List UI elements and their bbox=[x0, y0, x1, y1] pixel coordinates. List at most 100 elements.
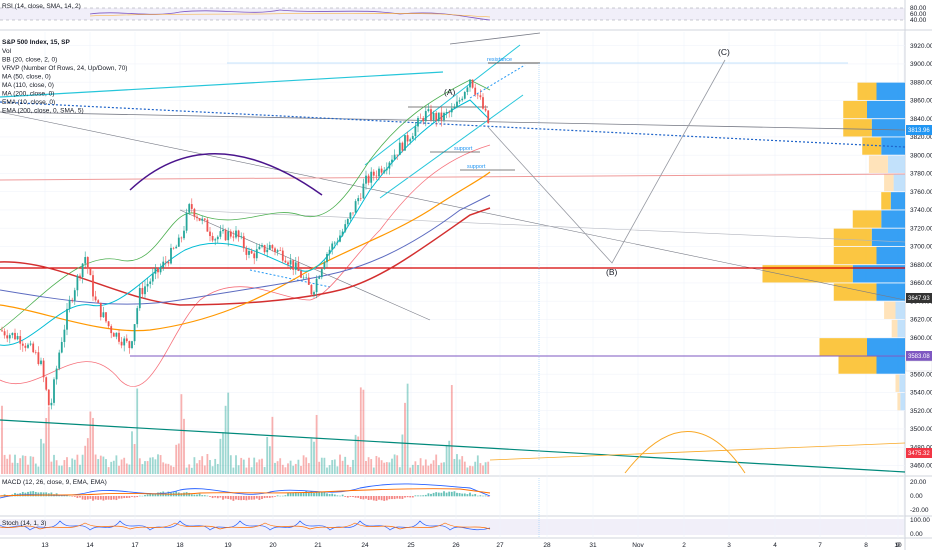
macd-hist-bar bbox=[136, 496, 139, 498]
macd-hist-bar bbox=[3, 494, 6, 497]
candle-body bbox=[154, 268, 157, 274]
macd-hist-bar bbox=[99, 496, 102, 500]
volume-bar bbox=[476, 455, 479, 474]
candle-body bbox=[445, 112, 448, 113]
volume-bar bbox=[24, 455, 27, 474]
time-tick-label: 18 bbox=[176, 542, 184, 549]
volume-bar bbox=[237, 465, 240, 474]
time-tick-label: 20 bbox=[269, 542, 277, 549]
volume-bar bbox=[393, 454, 396, 474]
rsi-tick-label: 80.00 bbox=[910, 5, 927, 12]
profile-sell-bar bbox=[871, 119, 905, 137]
volume-bar bbox=[120, 459, 123, 474]
macd-hist-bar bbox=[73, 496, 76, 497]
volume-bar bbox=[463, 461, 466, 474]
drawings bbox=[0, 32, 906, 538]
profile-sell-bar bbox=[871, 228, 905, 246]
macd-hist-bar bbox=[463, 493, 466, 497]
volume-bar bbox=[235, 455, 237, 474]
volume-bar bbox=[45, 418, 48, 474]
price-tick-label: 3700.00 bbox=[910, 244, 932, 251]
volume-bar bbox=[86, 438, 89, 474]
price-tick-label: 3860.00 bbox=[910, 98, 932, 105]
macd-legend: MACD (12, 26, close, 9, EMA, EMA) bbox=[2, 479, 107, 486]
candle-body bbox=[102, 312, 105, 318]
candle-body bbox=[341, 231, 344, 236]
price-tick-label: 3680.00 bbox=[910, 262, 932, 269]
volume-profile bbox=[762, 82, 905, 411]
price-tag-box bbox=[906, 293, 932, 303]
profile-buy-bar bbox=[833, 228, 872, 246]
volume-bar bbox=[388, 462, 391, 474]
price-tick-label: 3480.00 bbox=[910, 444, 932, 451]
macd-hist-bar bbox=[349, 496, 352, 497]
macd-hist-bar bbox=[313, 493, 315, 497]
resistance-note: resistance bbox=[487, 57, 512, 63]
volume-bar bbox=[84, 445, 87, 474]
macd-hist-bar bbox=[404, 496, 406, 498]
candle-body bbox=[92, 275, 94, 297]
candle-body bbox=[211, 235, 214, 241]
candle-body bbox=[388, 162, 391, 169]
candle-body bbox=[73, 290, 76, 301]
macd-hist-bar bbox=[81, 496, 84, 500]
candle-body bbox=[196, 216, 198, 219]
macd-hist-bar bbox=[424, 494, 427, 497]
candle-body bbox=[375, 175, 378, 177]
candle-body bbox=[11, 332, 14, 336]
volume-bar bbox=[68, 467, 71, 474]
macd-hist-bar bbox=[409, 496, 412, 498]
macd-hist-bar bbox=[157, 492, 159, 497]
macd-hist-bar bbox=[305, 491, 308, 497]
macd-hist-bar bbox=[331, 493, 334, 497]
stoch-d bbox=[0, 522, 491, 530]
price-tick-label: 3500.00 bbox=[910, 426, 932, 433]
volume-bar bbox=[378, 457, 380, 474]
macd-hist-bar bbox=[281, 495, 284, 497]
macd-hist-bar bbox=[427, 493, 430, 497]
candle-body bbox=[346, 218, 349, 225]
volume-bar bbox=[14, 454, 16, 474]
volume-bar bbox=[60, 465, 63, 474]
candle-body bbox=[89, 268, 92, 276]
price-tag-value: 3580.84 bbox=[908, 364, 930, 370]
volume-bar bbox=[482, 465, 484, 474]
macd-hist-bar bbox=[320, 491, 323, 497]
candle-body bbox=[14, 332, 16, 340]
volume-bar bbox=[456, 454, 458, 474]
candle-body bbox=[86, 257, 89, 269]
profile-sell-bar bbox=[899, 374, 905, 392]
profile-buy-bar bbox=[884, 301, 896, 319]
volume-bar bbox=[302, 455, 305, 474]
time-tick-label: 7 bbox=[818, 542, 822, 549]
indicator-label: EMA (10, close, 0) bbox=[2, 99, 55, 106]
time-tick-label: 24 bbox=[361, 542, 369, 549]
candle-body bbox=[378, 168, 380, 177]
candle-body bbox=[349, 212, 352, 219]
macd-hist-bar bbox=[318, 492, 321, 497]
macd-hist-bar bbox=[201, 495, 204, 497]
volume-bar bbox=[294, 463, 297, 474]
candle-body bbox=[372, 171, 375, 176]
macd-hist-bar bbox=[326, 493, 328, 497]
macd-hist-bar bbox=[458, 493, 461, 497]
macd-hist-bar bbox=[406, 496, 409, 498]
candle-body bbox=[146, 283, 149, 287]
macd-hist-bar bbox=[183, 492, 185, 497]
macd-hist-bar bbox=[66, 495, 68, 497]
volume-bar bbox=[435, 454, 438, 474]
macd-hist-bar bbox=[253, 496, 256, 500]
price-tags: 3813.96 3647.93 3583.08 3580.84 3475.32 bbox=[905, 125, 932, 458]
candle-body bbox=[105, 312, 107, 322]
macd-hist-bar bbox=[131, 496, 133, 497]
candle-body bbox=[32, 343, 35, 353]
macd-hist-bar bbox=[274, 496, 276, 497]
candle-body bbox=[71, 299, 74, 301]
candle-body bbox=[453, 107, 456, 109]
candle-body bbox=[411, 136, 414, 140]
volume-bar bbox=[419, 458, 422, 474]
volume-bar bbox=[255, 462, 258, 474]
time-tick-label: 21 bbox=[314, 542, 322, 549]
profile-sell-bar bbox=[852, 265, 905, 283]
